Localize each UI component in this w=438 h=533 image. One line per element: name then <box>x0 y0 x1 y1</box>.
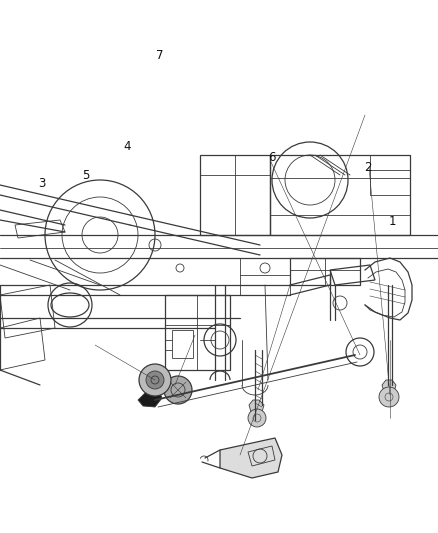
Text: 1: 1 <box>388 215 396 228</box>
Text: 2: 2 <box>364 161 372 174</box>
Text: 7: 7 <box>156 50 164 62</box>
Circle shape <box>139 364 171 396</box>
Circle shape <box>146 371 164 389</box>
Circle shape <box>379 387 399 407</box>
Text: 3: 3 <box>38 177 45 190</box>
Circle shape <box>164 376 192 404</box>
Text: 4: 4 <box>123 140 131 153</box>
Polygon shape <box>220 438 282 478</box>
Text: 6: 6 <box>268 151 276 164</box>
Text: 5: 5 <box>82 169 89 182</box>
Polygon shape <box>138 388 162 407</box>
Polygon shape <box>382 380 396 392</box>
Polygon shape <box>249 400 264 412</box>
Circle shape <box>248 409 266 427</box>
